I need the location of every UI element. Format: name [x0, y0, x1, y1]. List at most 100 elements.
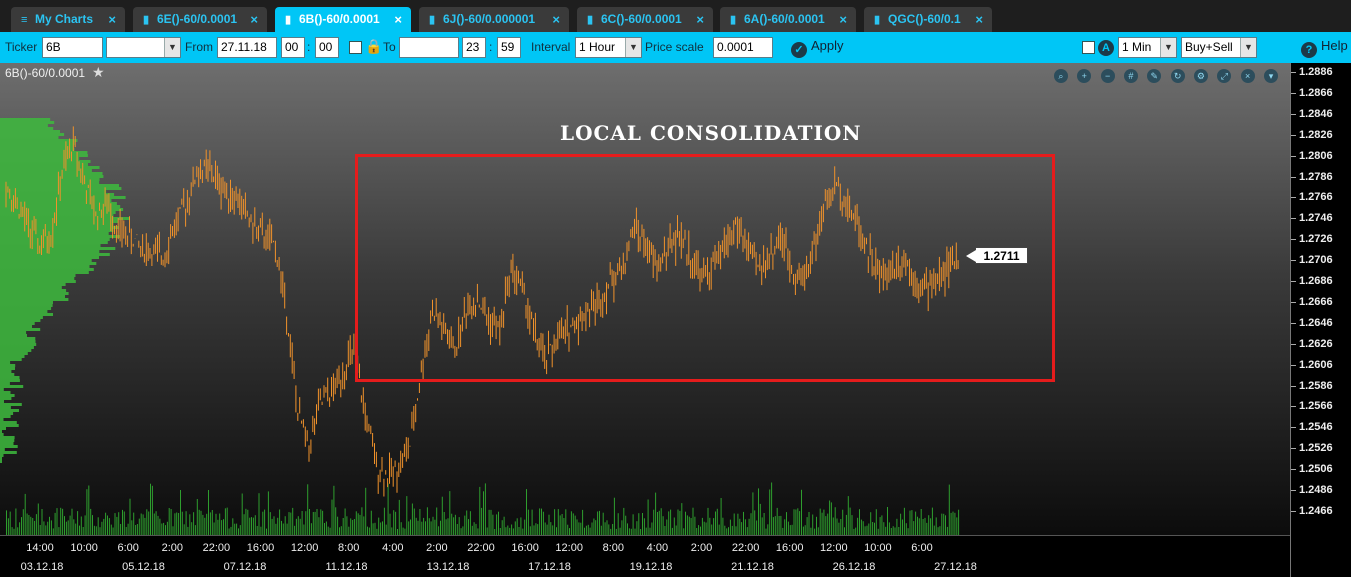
gear-icon[interactable]: ⚙ [1193, 69, 1208, 83]
volume-bar [595, 520, 597, 535]
volume-bar [885, 526, 887, 535]
price-scale-input[interactable]: 0.0001 [713, 37, 773, 58]
close-icon[interactable]: × [108, 12, 116, 27]
close-icon[interactable]: × [696, 12, 704, 27]
volume-bar [301, 511, 303, 535]
tab-6c[interactable]: ▮ 6C()-60/0.0001 × [577, 7, 713, 32]
chevron-down-icon[interactable]: ▾ [1264, 69, 1278, 83]
volume-bar [741, 522, 743, 535]
volume-bar [131, 520, 133, 535]
volume-bar [385, 524, 387, 535]
volume-bar [398, 499, 400, 535]
volume-bar [511, 524, 513, 535]
auto-checkbox[interactable] [1082, 41, 1095, 54]
price-tick: 1.2486 [1291, 484, 1333, 497]
price-tick: 1.2566 [1291, 400, 1333, 413]
help-button[interactable]: ? Help [1301, 38, 1348, 58]
volume-bar [653, 509, 655, 535]
volume-bar [928, 515, 930, 535]
lock-checkbox[interactable] [349, 41, 362, 54]
volume-bar [310, 523, 312, 535]
volume-profile [0, 118, 130, 463]
volume-bar [32, 518, 34, 535]
volume-bar [941, 513, 943, 535]
apply-button[interactable]: ✓ Apply [791, 38, 844, 58]
chart-icon: ▮ [587, 14, 594, 26]
volume-bar [112, 527, 114, 535]
volume-bar [729, 519, 731, 535]
zoom-in-icon[interactable]: + [1077, 69, 1092, 83]
close-icon[interactable]: × [552, 12, 560, 27]
favorite-star-icon[interactable]: ★ [92, 64, 105, 80]
timeframe-select[interactable]: 1 Min ▼ [1118, 37, 1177, 58]
tab-6a[interactable]: ▮ 6A()-60/0.0001 × [720, 7, 856, 32]
close-icon[interactable]: × [394, 12, 402, 27]
chart-canvas[interactable]: 6B()-60/0.0001 ★ ⌕ + − # ✎ ↻ ⚙ ⤢ × ▾ LOC… [0, 63, 1290, 535]
refresh-icon[interactable]: ↻ [1170, 69, 1185, 83]
tab-6e[interactable]: ▮ 6E()-60/0.0001 × [133, 7, 267, 32]
volume-bar [234, 523, 236, 535]
zoom-fit-icon[interactable]: ⌕ [1053, 69, 1068, 83]
volume-bar [191, 522, 193, 535]
volume-bar [329, 527, 331, 535]
expand-icon[interactable]: ⤢ [1217, 69, 1232, 83]
tab-my-charts[interactable]: ≡ My Charts × [11, 7, 125, 32]
auto-scale-icon[interactable]: A [1098, 40, 1114, 56]
time-tick: 6:00 [911, 542, 933, 554]
close-icon[interactable]: × [975, 12, 983, 27]
price-axis[interactable]: 1.2886 1.2866 1.2846 1.2826 1.2806 1.2786 1.27… [1290, 63, 1351, 535]
time-separator: : [307, 40, 311, 54]
volume-bar [888, 522, 890, 535]
to-minute-input[interactable]: 59 [497, 37, 521, 58]
close-icon[interactable]: × [839, 12, 847, 27]
volume-profile-bar [0, 382, 10, 385]
price-tick: 1.2526 [1291, 442, 1333, 455]
interval-select[interactable]: 1 Hour ▼ [575, 37, 642, 58]
volume-profile-bar [0, 436, 15, 439]
volume-bar [761, 517, 763, 535]
volume-bar [271, 518, 273, 535]
volume-bar [625, 515, 627, 535]
volume-bar [634, 528, 636, 535]
grid-icon[interactable]: # [1123, 69, 1138, 83]
volume-bar [316, 509, 318, 535]
volume-bar [501, 520, 503, 535]
volume-bar [483, 491, 484, 535]
close-icon[interactable]: × [250, 12, 258, 27]
zoom-out-icon[interactable]: − [1100, 69, 1115, 83]
volume-bar [572, 513, 574, 535]
side-select[interactable]: Buy+Sell ▼ [1181, 37, 1257, 58]
volume-bar [578, 522, 580, 535]
close-icon[interactable]: × [1240, 69, 1255, 83]
time-axis[interactable]: 14:00 10:00 6:00 2:00 22:00 16:00 12:00 8:00 4:0… [0, 535, 1290, 577]
to-date-input[interactable] [399, 37, 459, 58]
volume-bar [92, 515, 93, 535]
volume-bar [649, 527, 651, 535]
time-tick: 16:00 [246, 542, 275, 554]
ticker-input[interactable]: 6B [42, 37, 103, 58]
ticker-select[interactable]: ▼ [106, 37, 181, 58]
volume-bar [7, 518, 9, 535]
volume-bar [451, 513, 453, 535]
tab-6b[interactable]: ▮ 6B()-60/0.0001 × [275, 7, 411, 32]
date-tick: 17.12.18 [528, 561, 571, 573]
volume-bar [219, 513, 221, 535]
to-hour-input[interactable]: 23 [462, 37, 486, 58]
volume-bar [915, 511, 917, 535]
pencil-icon[interactable]: ✎ [1147, 69, 1162, 83]
tab-6j[interactable]: ▮ 6J()-60/0.000001 × [419, 7, 569, 32]
volume-bar [492, 514, 494, 535]
lock-icon: 🔒 [365, 38, 383, 54]
from-minute-input[interactable]: 00 [315, 37, 339, 58]
from-hour-input[interactable]: 00 [281, 37, 305, 58]
volume-bar [518, 527, 520, 535]
volume-bar [582, 509, 584, 535]
volume-bar [864, 526, 866, 535]
from-date-input[interactable]: 27.11.18 [217, 37, 277, 58]
volume-bar [703, 521, 705, 535]
tab-qgc[interactable]: ▮ QGC()-60/0.1 × [864, 7, 992, 32]
volume-bar [239, 525, 241, 535]
volume-bar [243, 514, 245, 535]
volume-bar [236, 523, 238, 535]
volume-profile-bar [0, 385, 24, 388]
